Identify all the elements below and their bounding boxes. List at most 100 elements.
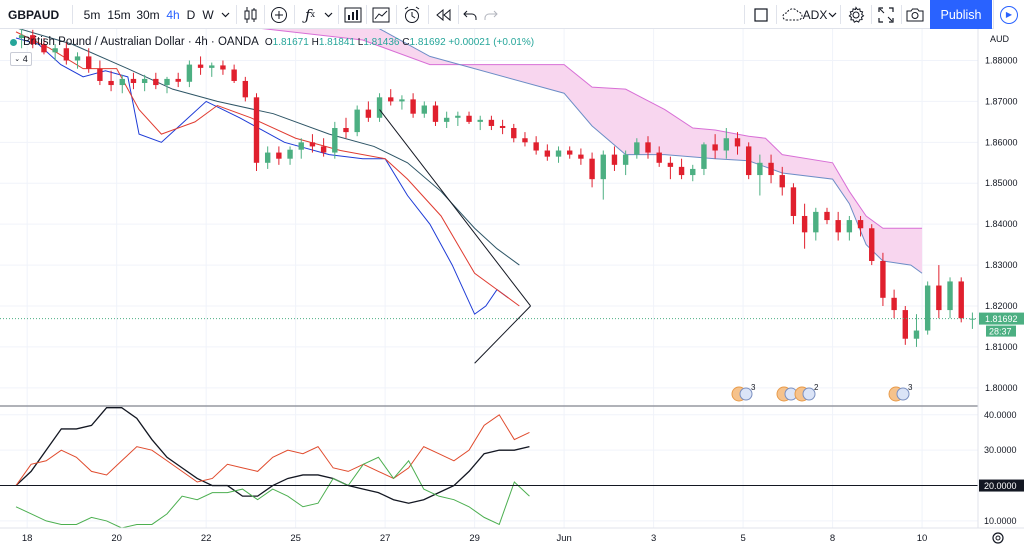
event-marker: 3 (888, 383, 913, 402)
chevron-down-icon[interactable] (322, 0, 334, 29)
candle-body (690, 168, 696, 176)
candle-body (891, 297, 897, 311)
candle-body (846, 220, 853, 233)
interval-15m-button[interactable]: 15m (107, 7, 131, 22)
toolbar-divider (366, 5, 367, 24)
line-chart-icon[interactable] (370, 0, 392, 29)
candle-body (499, 125, 506, 129)
publish-button[interactable]: Publish (930, 0, 992, 29)
time-tick-label: Jun (556, 533, 571, 544)
candle-body (388, 97, 394, 102)
interval-w-button[interactable]: W (202, 7, 214, 22)
undo-icon[interactable] (461, 0, 479, 29)
symbol-search-button[interactable]: GBPAUD (8, 7, 60, 22)
toolbar-divider (428, 5, 429, 24)
fullscreen-icon[interactable] (874, 0, 898, 29)
candle-body (790, 187, 797, 216)
candle-body (231, 69, 237, 81)
candle-body (678, 166, 685, 176)
candle-body (175, 78, 181, 82)
interval-30m-button[interactable]: 30m (136, 7, 160, 22)
open-label: O (264, 36, 273, 48)
indicators-toggle-button[interactable]: ⌄ 4 (10, 52, 32, 66)
close-value: 1.81692 (409, 36, 446, 48)
candle-body (41, 44, 47, 53)
price-tick-label: 1.85000 (985, 178, 1018, 188)
candle-body (63, 48, 70, 61)
gear-icon[interactable] (992, 532, 1004, 544)
price-tick-label: 1.80000 (985, 383, 1018, 393)
candle-body (320, 146, 327, 153)
candle-body (869, 228, 875, 261)
price-tick-label: 1.86000 (985, 137, 1018, 147)
event-count: 2 (814, 383, 819, 392)
adx-series-line (15, 456, 530, 528)
chart-canvas[interactable]: 3 2 3 AUD 1.88000 1.87000 1.86000 1.85000 1.8400… (0, 29, 1024, 548)
adx-tick-label: 30.0000 (984, 445, 1017, 455)
toolbar-divider (396, 5, 397, 24)
time-tick-label: 20 (111, 533, 122, 544)
rectangle-icon[interactable] (750, 0, 772, 29)
candle-body (376, 97, 383, 118)
low-value: 1.81436 (363, 36, 400, 48)
legend-title: British Pound / Australian Dollar · 4h ·… (23, 36, 259, 48)
redo-icon[interactable] (482, 0, 500, 29)
camera-icon[interactable] (903, 0, 927, 29)
moving-average-line (15, 31, 520, 307)
candle-body (533, 142, 539, 151)
event-marker: 3 (731, 383, 756, 402)
indicator-template-button[interactable]: ADX (802, 7, 828, 22)
adx-reference-badge (979, 479, 1024, 492)
time-tick-label: 18 (22, 533, 33, 544)
candle-body (645, 142, 651, 153)
candle-body (30, 35, 36, 45)
toolbar-divider (871, 5, 872, 24)
candle-body (264, 152, 271, 163)
candle-body (611, 154, 618, 165)
candle-body (86, 56, 92, 69)
candle-body (924, 285, 931, 331)
event-flag-icon (739, 387, 753, 401)
interval-5m-button[interactable]: 5m (83, 7, 101, 22)
alert-icon[interactable] (400, 0, 424, 29)
candle-body (276, 152, 282, 159)
candle-body (130, 78, 137, 84)
candle-body (835, 220, 841, 233)
candle-body (589, 158, 595, 180)
time-tick-label: 25 (290, 533, 301, 544)
time-tick-label: 22 (201, 533, 212, 544)
candle-body (477, 119, 483, 122)
settings-icon[interactable] (844, 0, 868, 29)
time-tick-label: 10 (917, 533, 928, 544)
candle-body (768, 162, 774, 176)
candle-body (880, 260, 886, 298)
play-icon[interactable]: ▶ (993, 0, 1024, 29)
candle-body (164, 78, 170, 86)
chart-area[interactable]: 3 2 3 AUD 1.88000 1.87000 1.86000 1.85000 1.8400… (0, 29, 1024, 548)
chevron-down-icon[interactable] (826, 0, 838, 29)
replay-icon[interactable] (432, 0, 454, 29)
candle-body (488, 119, 495, 126)
gear-icon-ring (992, 532, 1004, 544)
price-axis-currency: AUD (990, 34, 1010, 44)
cloud-icon[interactable] (780, 0, 804, 29)
add-compare-icon[interactable] (268, 0, 290, 29)
interval-4h-button[interactable]: 4h (166, 7, 180, 22)
close-label: C (402, 36, 410, 48)
time-tick-label: 3 (651, 533, 656, 544)
bar-chart-icon[interactable] (342, 0, 364, 29)
candle-body (522, 138, 528, 143)
event-count: 3 (751, 383, 756, 392)
toolbar-divider (458, 5, 459, 24)
interval-d-button[interactable]: D (186, 7, 196, 22)
chevron-down-icon[interactable] (218, 0, 232, 29)
adx-tick-label: 40.0000 (984, 410, 1017, 420)
event-marker: 2 (794, 383, 819, 402)
open-value: 1.81671 (272, 36, 309, 48)
adx-reference-label: 20.0000 (984, 481, 1017, 491)
candle-body (443, 117, 450, 122)
trendline (379, 109, 531, 307)
candle-body (197, 64, 204, 68)
candles-icon[interactable] (240, 0, 262, 29)
